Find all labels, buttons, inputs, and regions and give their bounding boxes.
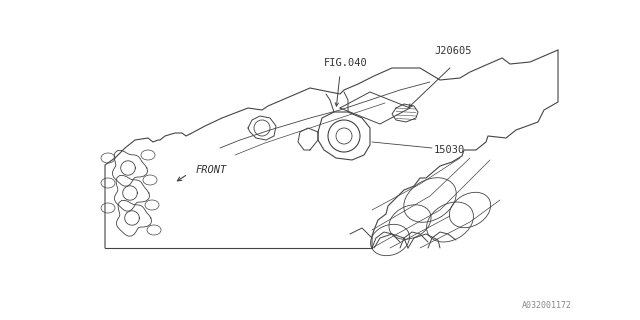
Text: FIG.040: FIG.040	[324, 58, 368, 68]
Text: 15030: 15030	[434, 145, 465, 155]
Text: A032001172: A032001172	[522, 300, 572, 309]
Text: FRONT: FRONT	[196, 165, 227, 175]
Text: J20605: J20605	[434, 46, 472, 56]
